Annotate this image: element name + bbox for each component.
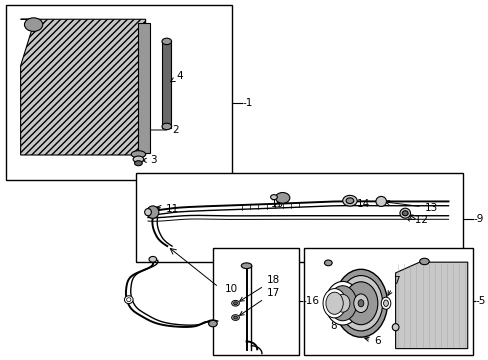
Text: 6: 6	[364, 337, 380, 346]
Ellipse shape	[325, 282, 359, 325]
Text: 10: 10	[224, 284, 238, 294]
Ellipse shape	[342, 195, 356, 206]
Ellipse shape	[323, 289, 346, 318]
Text: -5: -5	[475, 296, 485, 306]
Ellipse shape	[328, 286, 356, 321]
Polygon shape	[20, 19, 145, 155]
Ellipse shape	[334, 269, 386, 337]
Ellipse shape	[275, 193, 289, 203]
Text: 15: 15	[271, 199, 284, 209]
Ellipse shape	[344, 282, 377, 325]
Ellipse shape	[233, 302, 237, 305]
Text: ←12: ←12	[406, 215, 428, 225]
Ellipse shape	[335, 294, 349, 312]
Ellipse shape	[357, 300, 363, 307]
Ellipse shape	[231, 315, 239, 320]
Text: -16: -16	[302, 296, 319, 306]
Ellipse shape	[375, 197, 386, 206]
Ellipse shape	[402, 211, 407, 216]
Bar	[6, 5, 232, 180]
Ellipse shape	[124, 296, 133, 303]
Ellipse shape	[231, 300, 239, 306]
Ellipse shape	[325, 292, 343, 314]
Ellipse shape	[144, 208, 151, 216]
Ellipse shape	[353, 294, 367, 312]
Text: 2: 2	[142, 125, 178, 135]
Ellipse shape	[162, 38, 171, 45]
Text: -1: -1	[242, 98, 253, 108]
Ellipse shape	[339, 275, 382, 331]
Ellipse shape	[133, 156, 143, 162]
Ellipse shape	[381, 297, 390, 309]
Bar	[162, 41, 171, 128]
Text: 7: 7	[387, 276, 399, 295]
Text: -9: -9	[472, 214, 483, 224]
Ellipse shape	[131, 151, 145, 158]
Ellipse shape	[399, 208, 410, 218]
Ellipse shape	[162, 123, 171, 130]
Text: 8: 8	[330, 318, 342, 331]
Text: 3: 3	[142, 156, 157, 165]
Bar	[304, 248, 471, 355]
Ellipse shape	[24, 18, 42, 31]
Ellipse shape	[270, 195, 277, 200]
Ellipse shape	[346, 198, 353, 203]
Text: 13: 13	[384, 201, 437, 213]
Bar	[136, 173, 462, 262]
Text: 4: 4	[170, 71, 183, 82]
Ellipse shape	[391, 324, 398, 331]
Ellipse shape	[383, 300, 387, 306]
Ellipse shape	[149, 256, 156, 262]
Ellipse shape	[134, 161, 142, 166]
Ellipse shape	[241, 263, 251, 269]
Text: 11: 11	[156, 203, 179, 213]
Ellipse shape	[419, 258, 428, 265]
Ellipse shape	[324, 260, 331, 266]
Ellipse shape	[233, 316, 237, 319]
Bar	[212, 248, 299, 355]
Polygon shape	[395, 262, 467, 348]
Ellipse shape	[146, 206, 159, 219]
Text: 14: 14	[350, 199, 369, 209]
Ellipse shape	[126, 298, 131, 302]
Bar	[138, 23, 150, 153]
Text: 17: 17	[239, 288, 280, 315]
Ellipse shape	[208, 320, 217, 327]
Text: 18: 18	[239, 275, 280, 301]
